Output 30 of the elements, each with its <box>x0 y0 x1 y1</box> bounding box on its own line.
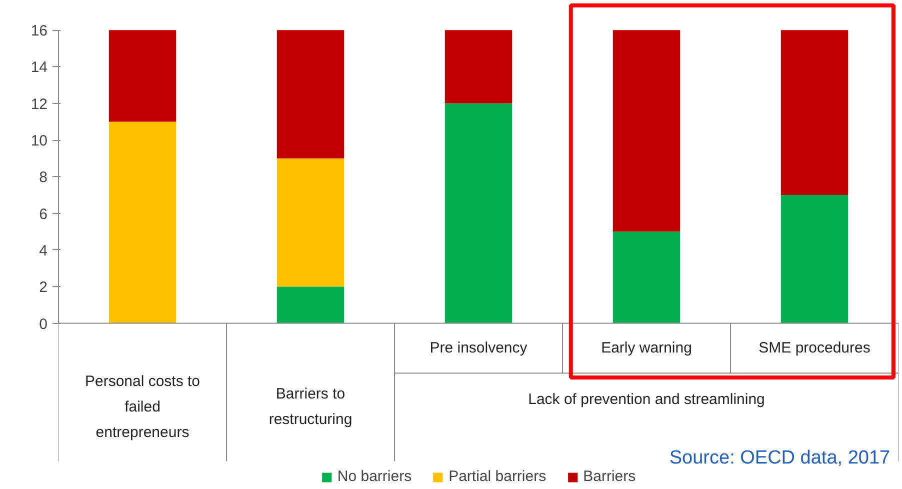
x-tick-label: Pre insolvency <box>430 340 528 357</box>
text: Lack of prevention and streamlining <box>528 391 765 408</box>
bar <box>276 30 344 158</box>
y-tick-label: 2 <box>39 279 48 296</box>
y-tick-label: 14 <box>30 59 48 76</box>
legend-label: Barriers <box>583 468 636 485</box>
bar <box>108 30 176 122</box>
y-tick-label: 8 <box>39 169 48 186</box>
bar <box>780 30 848 196</box>
x-tick-label: SME procedures <box>758 340 870 357</box>
bar <box>780 195 848 324</box>
y-tick-label: 12 <box>30 96 48 113</box>
bar <box>612 232 680 324</box>
y-tick-label: 16 <box>30 22 48 40</box>
y-tick-label: 4 <box>39 242 48 260</box>
bar <box>108 122 176 324</box>
legend-label: No barriers <box>337 468 412 485</box>
x-tick-label: Barriers to restructuring <box>268 386 352 428</box>
bar <box>444 103 512 324</box>
y-tick-label: 6 <box>39 206 48 223</box>
legend-label: Partial barriers <box>448 468 546 485</box>
source-note: Source: OECD data, 2017 <box>669 448 890 469</box>
bar <box>612 30 680 232</box>
y-tick-label: 10 <box>30 132 48 150</box>
x-tick-label: Personal costs to failed entrepreneurs <box>84 372 200 441</box>
y-tick-label: 0 <box>39 316 48 333</box>
bar <box>276 158 344 287</box>
x-tick-label: Early warning <box>601 340 692 357</box>
bar <box>276 286 344 324</box>
bar <box>444 30 512 104</box>
